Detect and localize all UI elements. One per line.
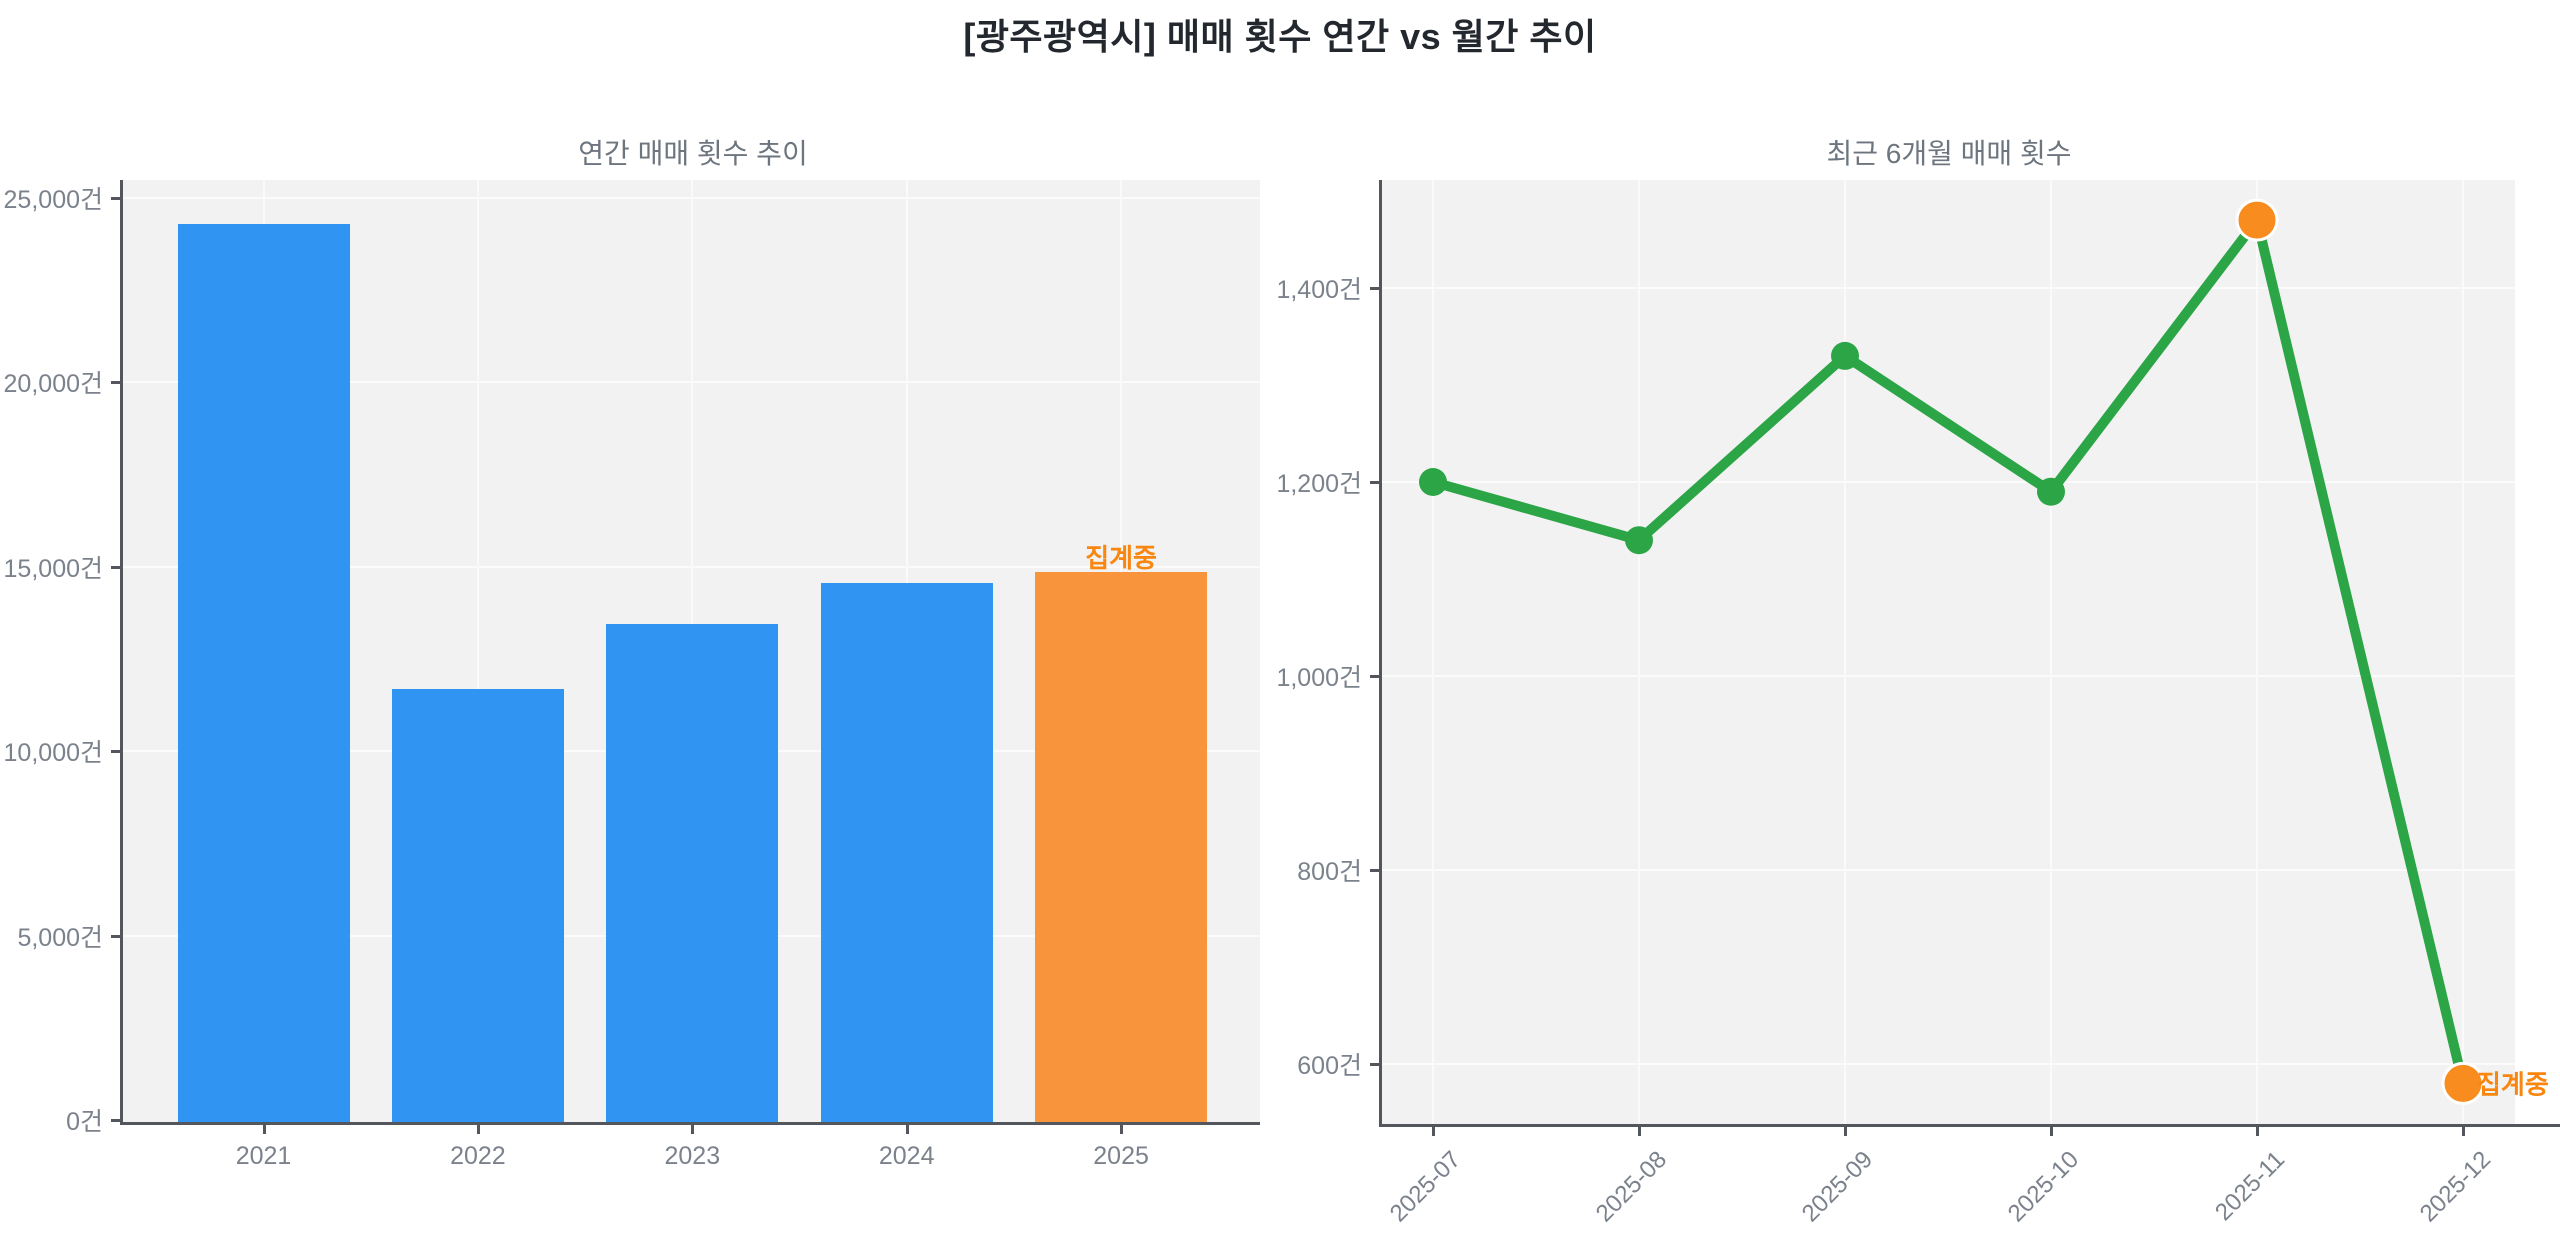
y-tick-label: 5,000건: [17, 923, 103, 952]
point-2025-12: [2441, 1061, 2485, 1105]
y-tick-label: 800건: [1297, 858, 1362, 886]
gridline-v: [1638, 180, 1640, 1124]
y-axis-line: [120, 180, 123, 1125]
gridline-h: [1382, 481, 2515, 483]
gridline-h: [1382, 869, 2515, 871]
x-tickmark: [691, 1125, 695, 1134]
x-tickmark: [1844, 1127, 1847, 1136]
point-2025-07: [1419, 468, 1447, 496]
gridline-v: [1432, 180, 1434, 1124]
gridline-v: [2462, 180, 2464, 1124]
bar-2024: [820, 583, 993, 1122]
bar-2023: [606, 623, 779, 1122]
point-2025-11: [2235, 198, 2279, 242]
x-tickmark: [1638, 1127, 1641, 1136]
annual-chart-title: 연간 매매 횟수 추이: [578, 138, 808, 169]
x-tickmark: [2462, 1127, 2465, 1136]
y-tickmark: [111, 750, 120, 754]
x-tickmark: [1120, 1125, 1124, 1134]
gridline-v: [2256, 180, 2258, 1124]
y-tick-label: 1,000건: [1276, 664, 1362, 692]
gridline-h: [1382, 1063, 2515, 1065]
x-tickmark: [1432, 1127, 1435, 1136]
point-2025-08: [1625, 526, 1653, 555]
bar-2025: [1035, 572, 1208, 1122]
gridline-h: [1382, 675, 2515, 677]
point-2025-10: [2037, 477, 2065, 506]
y-tickmark: [1370, 481, 1379, 484]
x-tick-label: 2022: [450, 1142, 506, 1170]
y-tickmark: [1370, 675, 1379, 678]
x-tick-label: 2023: [664, 1142, 721, 1170]
x-tickmark: [262, 1125, 266, 1134]
y-tickmark: [111, 934, 120, 938]
y-tick-label: 0건: [66, 1108, 103, 1136]
y-tickmark: [111, 197, 120, 200]
bar-2022: [391, 688, 564, 1122]
x-tickmark: [2050, 1127, 2053, 1136]
y-tickmark: [1370, 1063, 1379, 1066]
line-series: [1428, 215, 2468, 1089]
x-tick-label: 2024: [878, 1142, 935, 1170]
annotation-in-progress: 집계중: [1085, 543, 1157, 574]
x-axis-line: [120, 1122, 1260, 1125]
gridline-v: [476, 180, 479, 1122]
y-tickmark: [111, 565, 120, 569]
y-tickmark: [1370, 869, 1379, 872]
y-tick-label: 25,000건: [3, 186, 103, 214]
x-tick-label: 2025: [1093, 1142, 1149, 1170]
y-axis-line: [1379, 180, 1382, 1127]
y-tickmark: [111, 1119, 120, 1122]
main-title: [광주광역시] 매매 횟수 연간 vs 월간 추이: [963, 16, 1597, 57]
y-tickmark: [111, 381, 120, 385]
x-axis-line: [1379, 1124, 2560, 1127]
plot-area: [1382, 180, 2515, 1124]
x-tickmark: [905, 1125, 909, 1134]
y-tick-label: 1,400건: [1276, 276, 1362, 304]
y-tick-label: 1,200건: [1276, 470, 1362, 498]
annotation-in-progress: 집계중: [2477, 1069, 2549, 1100]
y-tickmark: [1370, 287, 1379, 290]
y-tick-label: 20,000건: [3, 370, 103, 399]
point-2025-09: [1831, 341, 1859, 370]
bar-2021: [177, 223, 350, 1122]
x-tick-label: 2021: [235, 1142, 292, 1170]
monthly-chart-title: 최근 6개월 매매 횟수: [1826, 138, 2072, 169]
y-tick-label: 600건: [1297, 1052, 1362, 1080]
gridline-v: [2050, 180, 2052, 1124]
x-tickmark: [476, 1125, 480, 1134]
y-tick-label: 15,000건: [3, 554, 103, 583]
x-tickmark: [2256, 1127, 2259, 1136]
y-tick-label: 10,000건: [3, 739, 103, 768]
gridline-v: [1844, 180, 1846, 1124]
gridline-h: [1382, 287, 2515, 289]
